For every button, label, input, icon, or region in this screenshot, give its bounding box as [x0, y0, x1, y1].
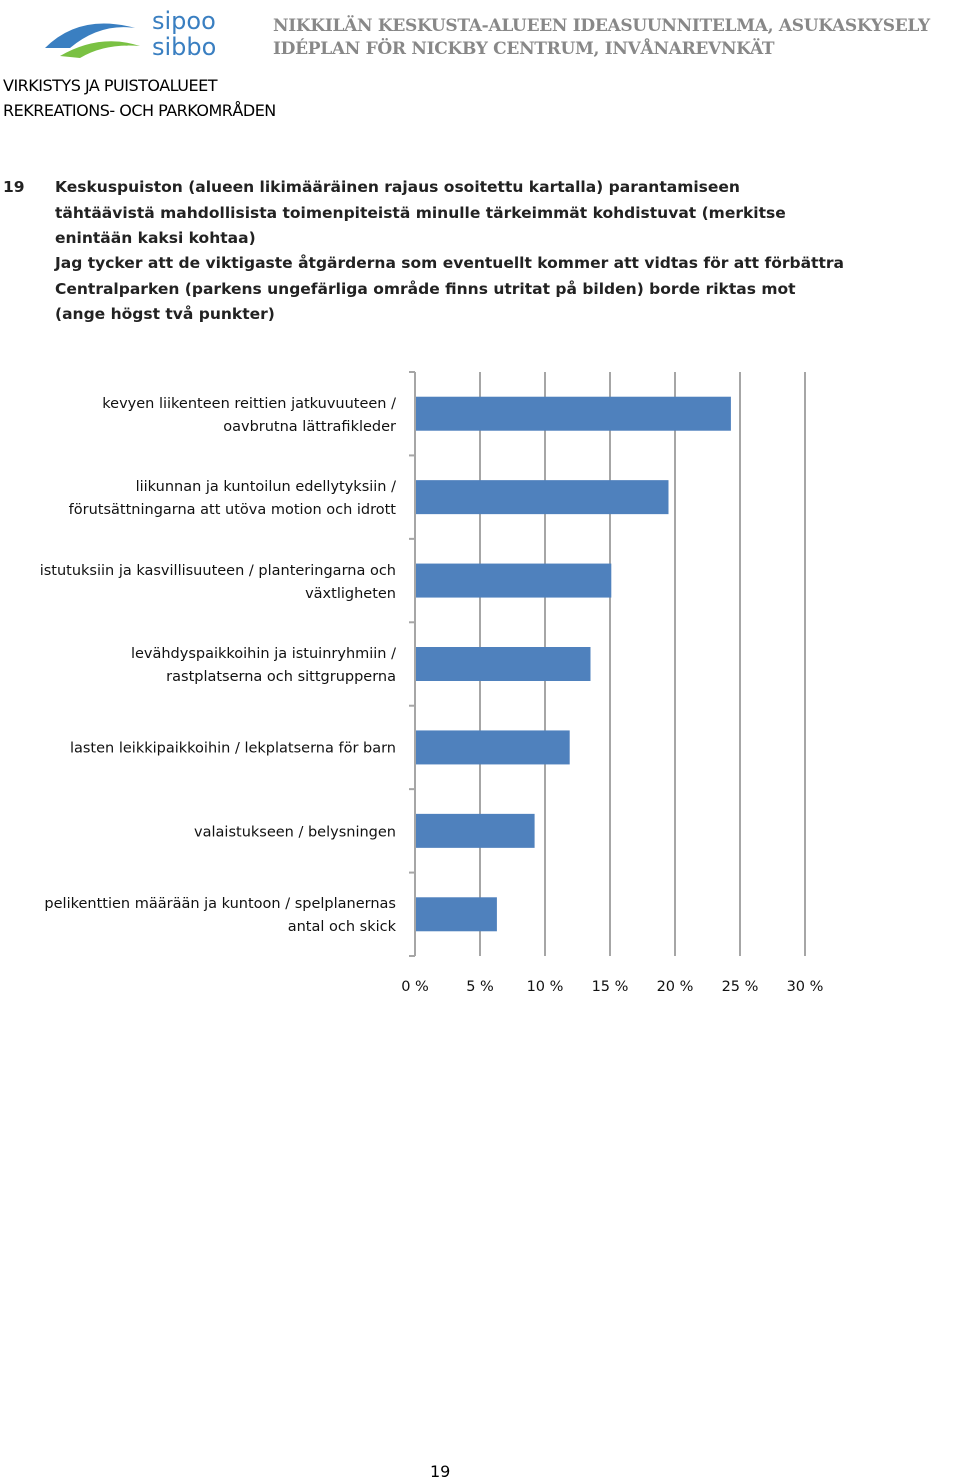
logo-text: sipoo sibbo [152, 8, 216, 60]
category-label: istutuksiin ja kasvillisuuteen / planter… [39, 562, 396, 602]
bar [415, 563, 612, 598]
x-tick-label: 5 % [466, 979, 494, 995]
x-tick-label: 20 % [657, 979, 694, 995]
x-tick-label: 25 % [722, 979, 759, 995]
bar [415, 647, 591, 681]
category-label: kevyen liikenteen reittien jatkuvuuteen … [102, 395, 396, 435]
logo-word: sipoo [152, 7, 216, 35]
category-label: lasten leikkipaikkoihin / lekplatserna f… [69, 740, 396, 757]
question-sv: Jag tycker att de viktigaste åtgärderna … [55, 254, 844, 323]
bar [415, 480, 669, 515]
page-number: 19 [430, 1462, 451, 1481]
x-tick-label: 0 % [401, 979, 429, 995]
question-fi: Keskuspuiston (alueen likimääräinen raja… [55, 178, 786, 247]
header-title: NIKKILÄN KESKUSTA-ALUEEN IDEASUUNNITELMA… [273, 16, 930, 36]
bar [415, 396, 731, 431]
bar [415, 897, 497, 932]
logo-word: sibbo [152, 33, 217, 61]
logo-mark [45, 23, 140, 58]
bar [415, 730, 570, 765]
category-label: liikunnan ja kuntoilun edellytyksiin / f… [68, 479, 396, 519]
bar [415, 813, 535, 848]
category-label: pelikenttien määrään ja kuntoon / spelpl… [44, 896, 396, 936]
category-label: valaistukseen / belysningen [194, 824, 396, 841]
logo: sipoo sibbo [40, 8, 280, 66]
section-title: VIRKISTYS JA PUISTOALUEET [3, 76, 218, 95]
section-title: REKREATIONS- OCH PARKOMRÅDEN [3, 101, 276, 120]
question-number: 19 [3, 178, 25, 196]
category-label: levähdyspaikkoihin ja istuinryhmiin / ra… [130, 646, 396, 685]
x-tick-label: 15 % [592, 979, 629, 995]
header-title: IDÉPLAN FÖR NICKBY CENTRUM, INVÅNAREVNKÄ… [273, 39, 775, 59]
x-tick-label: 30 % [787, 979, 824, 995]
x-tick-label: 10 % [527, 979, 564, 995]
